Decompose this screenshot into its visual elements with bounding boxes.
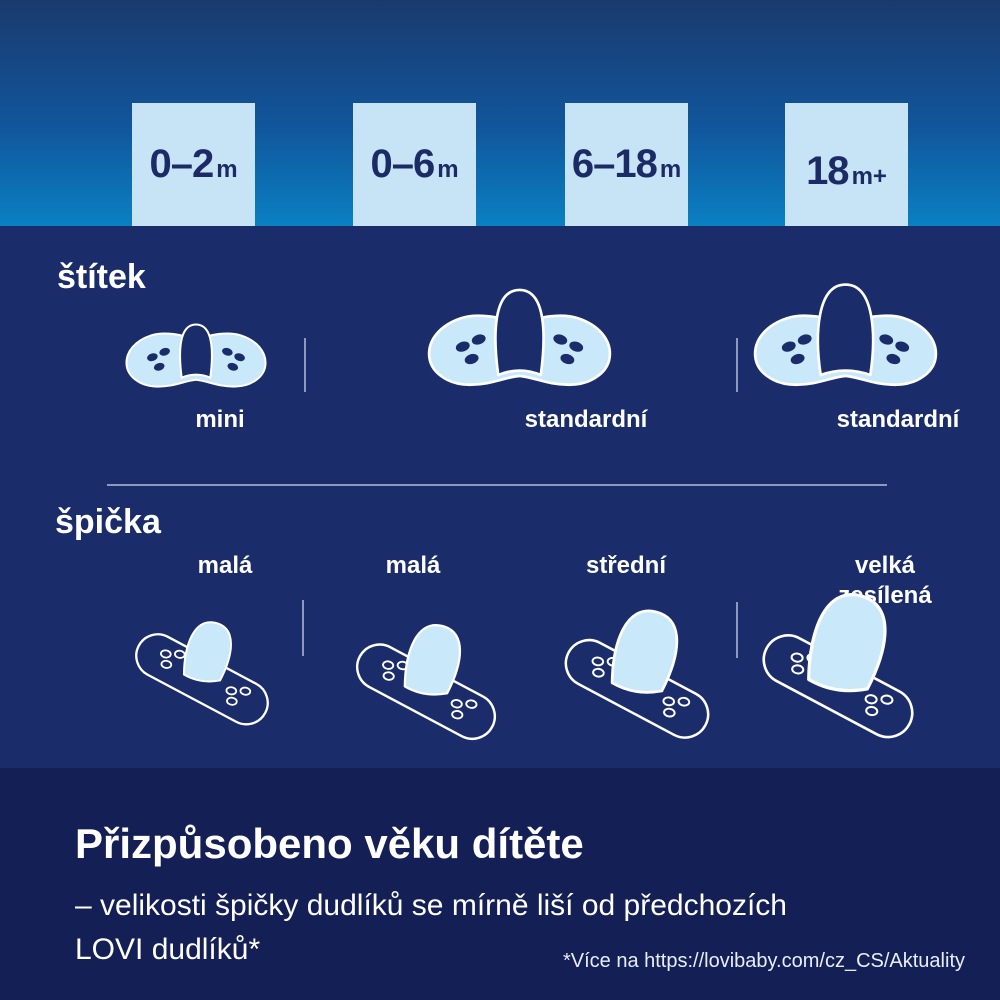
age-unit: m (437, 156, 459, 183)
age-value: 6–18 (571, 142, 658, 186)
pacifier-tip-small-icon (135, 621, 269, 726)
pacifier-shield-standard-large-icon (753, 283, 938, 387)
pacifier-tip-medium-icon (564, 609, 710, 739)
shield-section-title: štítek (57, 258, 146, 296)
pacifier-tip-large-icon (762, 593, 914, 739)
age-box-0-6m: 0–6 m (353, 103, 476, 226)
age-box-18m-plus: 18 m+ (785, 103, 908, 226)
footnote-url: *Více na https://lovibaby.com/cz_CS/Aktu… (562, 950, 965, 972)
pacifier-tip-small-icon (355, 623, 497, 741)
age-unit: m (659, 156, 682, 183)
age-value: 0–2 (149, 142, 214, 186)
column-divider (302, 600, 304, 656)
pacifier-shield-mini-icon (125, 323, 267, 388)
footer-panel (0, 768, 1000, 1000)
footer-heading: Přizpůsobeno věku dítěte (75, 820, 584, 867)
row-divider (107, 484, 887, 486)
age-value: 18 (806, 149, 849, 193)
age-unit: m (216, 156, 238, 183)
tip-section-title: špička (55, 503, 161, 541)
shield-size-label: standardní (524, 406, 648, 433)
age-box-0-2m: 0–2 m (132, 103, 255, 226)
age-unit: m+ (851, 163, 887, 190)
age-box-6-18m: 6–18 m (565, 103, 688, 226)
tip-size-label: malá (385, 552, 441, 579)
pacifier-shield-standard-icon (427, 288, 612, 387)
column-divider (736, 602, 738, 658)
shield-size-label: standardní (836, 406, 960, 433)
tip-size-label: malá (197, 552, 253, 579)
footer-subtitle: – velikosti špičky dudlíků se mírně liší… (75, 889, 787, 967)
age-value: 0–6 (370, 142, 435, 186)
tip-size-label: střední (585, 552, 667, 579)
shield-size-label: mini (195, 406, 245, 433)
column-divider (304, 338, 306, 392)
column-divider (736, 338, 738, 392)
